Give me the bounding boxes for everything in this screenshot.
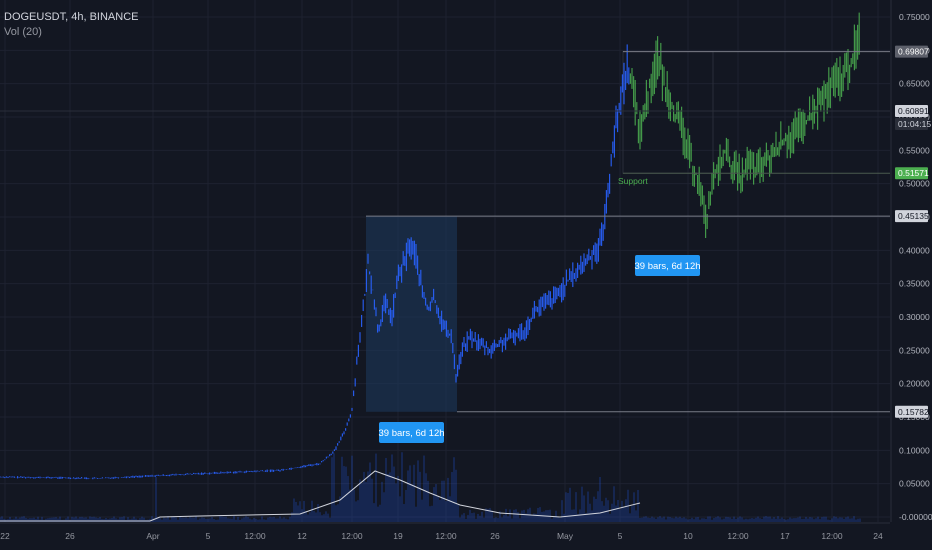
level-lines bbox=[0, 51, 890, 413]
volume-indicator-label: Vol (20) bbox=[4, 26, 42, 38]
svg-text:0.15782: 0.15782 bbox=[898, 407, 929, 417]
y-tick-label: 0.20000 bbox=[899, 379, 930, 389]
time-axis[interactable]: 22 26 Apr 5 12:00 12 12:00 19 12:00 26 May 5 10 12:00… bbox=[0, 522, 890, 541]
y-tick-label: 0.35000 bbox=[899, 279, 930, 289]
symbol-title: DOGEUSDT, 4h, BINANCE bbox=[4, 11, 139, 23]
measure-callout-1: 39 bars, 6d 12h bbox=[378, 422, 445, 443]
svg-text:39 bars, 6d 12h: 39 bars, 6d 12h bbox=[378, 428, 444, 439]
measure-callout-2: 39 bars, 6d 12h bbox=[634, 255, 701, 276]
x-tick-label: 10 bbox=[683, 531, 693, 541]
x-tick-label: 12:00 bbox=[244, 531, 266, 541]
x-tick-label: 12:00 bbox=[727, 531, 749, 541]
svg-text:01:04:15: 01:04:15 bbox=[898, 119, 931, 129]
svg-text:0.60891: 0.60891 bbox=[898, 106, 929, 116]
price-axis[interactable]: 0.750000.700000.650000.600000.550000.500… bbox=[890, 0, 932, 522]
svg-text:0.51571: 0.51571 bbox=[898, 168, 929, 178]
y-tick-label: 0.50000 bbox=[899, 179, 930, 189]
svg-text:0.45135: 0.45135 bbox=[898, 211, 929, 221]
x-tick-label: 26 bbox=[65, 531, 75, 541]
x-tick-label: 12:00 bbox=[341, 531, 363, 541]
y-tick-label: 0.40000 bbox=[899, 245, 930, 255]
x-tick-label: 19 bbox=[393, 531, 403, 541]
x-tick-label: 12:00 bbox=[435, 531, 457, 541]
price-tag: 0.69807 bbox=[895, 45, 929, 58]
x-tick-label: 22 bbox=[0, 531, 10, 541]
y-tick-label: 0.75000 bbox=[899, 12, 930, 22]
price-tag: 0.60891 bbox=[895, 105, 929, 118]
svg-text:0.69807: 0.69807 bbox=[898, 47, 929, 57]
price-tag: 0.15782 bbox=[895, 405, 929, 418]
volume-ma-line bbox=[0, 470, 641, 522]
y-tick-label: 0.30000 bbox=[899, 312, 930, 322]
price-tag: 0.51571 bbox=[895, 167, 929, 180]
chart-header: DOGEUSDT, 4h, BINANCE Vol (20) bbox=[4, 10, 138, 40]
x-tick-label: 12:00 bbox=[821, 531, 843, 541]
price-tag: 0.45135 bbox=[895, 210, 929, 223]
x-tick-label: 17 bbox=[780, 531, 790, 541]
x-tick-label: Apr bbox=[146, 531, 159, 541]
y-tick-label: 0.05000 bbox=[899, 479, 930, 489]
svg-text:39 bars, 6d 12h: 39 bars, 6d 12h bbox=[634, 261, 700, 272]
price-bars bbox=[0, 12, 860, 480]
range-boxes bbox=[366, 51, 714, 412]
x-tick-label: 5 bbox=[206, 531, 211, 541]
y-tick-label: 0.55000 bbox=[899, 145, 930, 155]
price-tag: 01:04:15 bbox=[895, 118, 931, 131]
annotations: 39 bars, 6d 12h 39 bars, 6d 12h Support bbox=[378, 176, 701, 443]
x-tick-label: 12 bbox=[297, 531, 307, 541]
y-tick-label: 0.65000 bbox=[899, 79, 930, 89]
y-tick-label: 0.25000 bbox=[899, 345, 930, 355]
y-tick-label: 0.10000 bbox=[899, 445, 930, 455]
volume-bars bbox=[0, 452, 861, 522]
support-label: Support bbox=[618, 176, 648, 186]
price-tags: 0.69807 0.60891 01:04:15 0.51571 0.45135 0.15… bbox=[895, 45, 931, 418]
x-tick-label: May bbox=[557, 531, 574, 541]
x-tick-label: 24 bbox=[873, 531, 883, 541]
x-tick-label: 5 bbox=[618, 531, 623, 541]
x-tick-label: 26 bbox=[490, 531, 500, 541]
y-tick-label: -0.00000 bbox=[899, 512, 932, 522]
